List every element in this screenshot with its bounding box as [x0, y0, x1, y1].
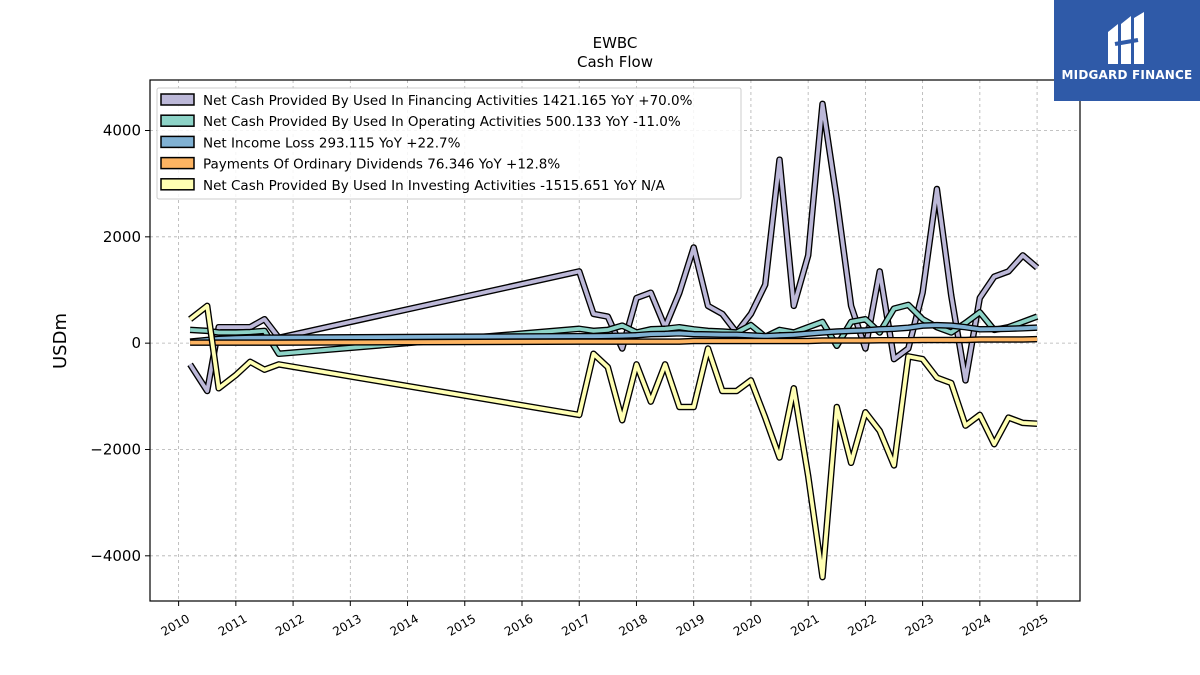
y-tick-label: 2000: [103, 228, 141, 246]
y-tick-label: −2000: [90, 440, 141, 458]
series-line-0: [188, 102, 1039, 393]
y-tick-label: 4000: [103, 122, 141, 140]
x-tick-label: 2017: [559, 611, 592, 638]
chart-title: EWBC: [593, 34, 638, 52]
y-tick-label: 0: [131, 334, 141, 352]
y-axis: −4000 −2000 0 2000 4000: [90, 122, 150, 565]
x-tick-label: 2016: [502, 611, 535, 638]
legend-label: Net Cash Provided By Used In Investing A…: [203, 178, 666, 194]
x-tick-label: 2010: [159, 611, 192, 638]
x-tick-label: 2025: [1017, 611, 1050, 638]
brand-logo: MIDGARD FINANCE: [1054, 0, 1200, 101]
logo-mark-icon: [1108, 12, 1144, 64]
x-tick-label: 2013: [330, 611, 363, 638]
x-axis: 2010 2011 2012 2013 2014 2015 2016 2017 2018 2019…: [159, 601, 1051, 639]
chart-subtitle: Cash Flow: [577, 53, 653, 71]
legend-swatch: [160, 93, 195, 106]
x-tick-label: 2021: [788, 611, 821, 638]
y-tick-label: −4000: [90, 547, 141, 565]
series-line-2: [189, 323, 1038, 344]
legend-swatch: [160, 135, 195, 149]
x-tick-label: 2018: [617, 611, 650, 638]
legend-swatch: [160, 114, 195, 127]
legend-label: Payments Of Ordinary Dividends 76.346 Yo…: [203, 157, 560, 173]
logo-text: MIDGARD FINANCE: [1061, 68, 1193, 82]
legend-label: Net Cash Provided By Used In Financing A…: [203, 93, 693, 109]
x-tick-label: 2012: [273, 611, 306, 638]
series-line-3: [190, 337, 1038, 345]
x-tick-label: 2024: [960, 611, 993, 638]
x-tick-label: 2015: [445, 611, 478, 638]
series-layer: [187, 100, 1040, 581]
plot-frame: [149, 79, 1081, 602]
legend-swatch: [160, 156, 195, 170]
legend-box: [156, 87, 742, 200]
x-tick-label: 2020: [731, 611, 764, 638]
legend: Net Cash Provided By Used In Financing A…: [156, 87, 742, 200]
x-tick-label: 2019: [674, 611, 707, 638]
x-tick-label: 2022: [845, 611, 878, 638]
legend-swatch: [160, 178, 195, 191]
legend-label: Net Income Loss 293.115 YoY +22.7%: [203, 135, 461, 151]
y-axis-label: USDm: [50, 313, 71, 369]
x-tick-label: 2011: [216, 611, 249, 638]
legend-label: Net Cash Provided By Used In Operating A…: [203, 114, 681, 130]
x-tick-label: 2023: [903, 611, 936, 638]
x-tick-label: 2014: [388, 611, 421, 638]
series-line-4: [188, 304, 1038, 579]
